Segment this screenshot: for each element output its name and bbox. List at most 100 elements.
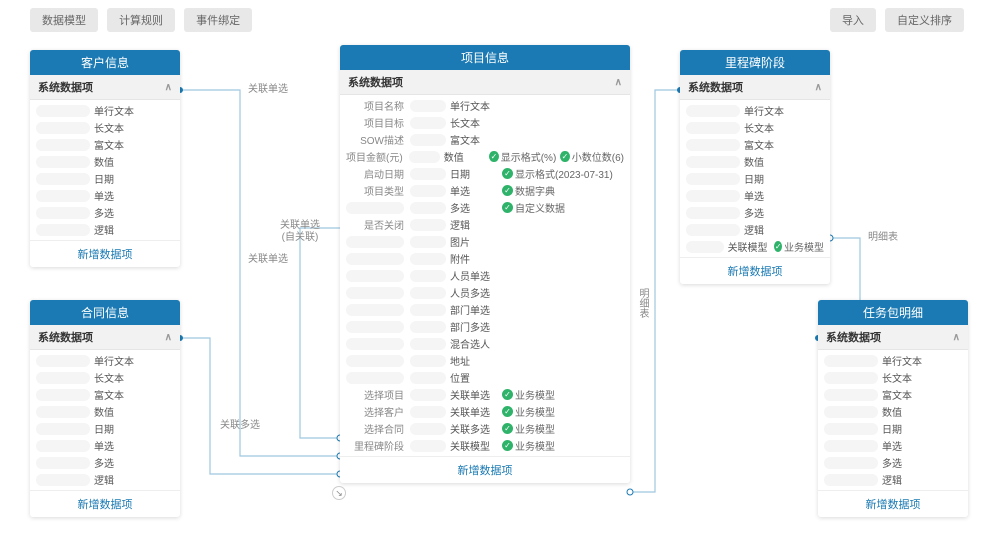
field-row[interactable]: 项目名称 单行文本	[340, 97, 630, 114]
tab-event-bind[interactable]: 事件绑定	[184, 8, 252, 32]
meta-label: 自定义数据	[515, 200, 565, 215]
add-field-link[interactable]: 新增数据项	[78, 499, 133, 511]
meta-label: 业务模型	[515, 387, 555, 402]
field-row[interactable]: 数值	[30, 403, 180, 420]
add-field-link[interactable]: 新增数据项	[866, 499, 921, 511]
field-row[interactable]: 长文本	[30, 119, 180, 136]
card-customer[interactable]: 客户信息 系统数据项∧ 单行文本长文本富文本数值日期单选多选逻辑 新增数据项	[30, 50, 180, 267]
section-header[interactable]: 系统数据项∧	[340, 70, 630, 95]
field-row[interactable]: 逻辑	[30, 221, 180, 238]
field-row[interactable]: 单选	[680, 187, 830, 204]
type-label: 日期	[450, 166, 498, 181]
field-row[interactable]: 选择项目关联单选✓业务模型	[340, 386, 630, 403]
type-label: 日期	[882, 421, 902, 436]
field-row[interactable]: 单选	[30, 437, 180, 454]
field-row[interactable]: 部门多选	[340, 318, 630, 335]
chevron-up-icon: ∧	[953, 332, 960, 343]
type-label: 富文本	[744, 137, 774, 152]
chevron-up-icon: ∧	[165, 82, 172, 93]
conn-label-rel-single: 关联单选	[248, 84, 288, 96]
field-row[interactable]: 日期	[680, 170, 830, 187]
field-row[interactable]: 地址	[340, 352, 630, 369]
field-row[interactable]: 数值	[680, 153, 830, 170]
custom-sort-button[interactable]: 自定义排序	[885, 8, 964, 32]
field-label: 里程碑阶段	[346, 438, 404, 453]
section-header[interactable]: 系统数据项∧	[680, 75, 830, 100]
field-row[interactable]: 日期	[818, 420, 968, 437]
field-row[interactable]: 日期	[30, 420, 180, 437]
expand-icon[interactable]: ↘	[332, 486, 346, 500]
field-row[interactable]: 启动日期日期✓显示格式(2023-07-31)	[340, 165, 630, 182]
field-row[interactable]: 图片	[340, 233, 630, 250]
card-project[interactable]: 项目信息 系统数据项∧ 项目名称单行文本项目目标长文本SOW描述富文本项目金额(…	[340, 45, 630, 483]
field-row[interactable]: 长文本	[818, 369, 968, 386]
field-row[interactable]: 单选	[818, 437, 968, 454]
add-field-link[interactable]: 新增数据项	[458, 465, 513, 477]
field-row[interactable]: 选择客户关联单选✓业务模型	[340, 403, 630, 420]
import-button[interactable]: 导入	[830, 8, 876, 32]
field-label: SOW描述	[346, 132, 404, 147]
field-row[interactable]: 项目类型单选✓数据字典	[340, 182, 630, 199]
field-row[interactable]: 项目目标长文本	[340, 114, 630, 131]
field-row[interactable]: 多选	[30, 454, 180, 471]
field-label: 项目名称	[346, 98, 404, 113]
field-row[interactable]: 里程碑阶段关联模型✓业务模型	[340, 437, 630, 454]
card-contract[interactable]: 合同信息 系统数据项∧ 单行文本长文本富文本数值日期单选多选逻辑 新增数据项	[30, 300, 180, 517]
tab-data-model[interactable]: 数据模型	[30, 8, 98, 32]
field-label: 选择合同	[346, 421, 404, 436]
field-row[interactable]: 富文本	[30, 136, 180, 153]
field-row[interactable]: 长文本	[30, 369, 180, 386]
check-icon: ✓	[489, 151, 499, 162]
field-row[interactable]: 单选	[30, 187, 180, 204]
meta-label: 业务模型	[515, 404, 555, 419]
field-row[interactable]: 项目金额(元)数值✓显示格式(%)✓小数位数(6)	[340, 148, 630, 165]
field-row[interactable]: 人员单选	[340, 267, 630, 284]
card-task[interactable]: 任务包明细 系统数据项∧ 单行文本长文本富文本数值日期单选多选逻辑 新增数据项	[818, 300, 968, 517]
section-header[interactable]: 系统数据项∧	[30, 325, 180, 350]
add-field-link[interactable]: 新增数据项	[78, 249, 133, 261]
field-row[interactable]: 附件	[340, 250, 630, 267]
check-icon: ✓	[502, 423, 513, 434]
field-row[interactable]: 多选	[680, 204, 830, 221]
tab-calc-rules[interactable]: 计算规则	[107, 8, 175, 32]
field-row[interactable]: 混合选人	[340, 335, 630, 352]
field-row[interactable]: 单行文本	[30, 352, 180, 369]
field-row[interactable]: 是否关闭逻辑	[340, 216, 630, 233]
card-milestone[interactable]: 里程碑阶段 系统数据项∧ 单行文本长文本富文本数值日期单选多选逻辑关联模型 ✓业…	[680, 50, 830, 284]
type-label: 日期	[94, 421, 114, 436]
field-row[interactable]: 多选✓自定义数据	[340, 199, 630, 216]
type-label: 关联单选	[450, 404, 498, 419]
field-row[interactable]: SOW描述富文本	[340, 131, 630, 148]
field-row[interactable]: 单行文本	[680, 102, 830, 119]
section-header[interactable]: 系统数据项∧	[818, 325, 968, 350]
field-row[interactable]: 多选	[818, 454, 968, 471]
type-label: 单行文本	[744, 103, 784, 118]
field-row[interactable]: 数值	[30, 153, 180, 170]
type-label: 单选	[450, 183, 498, 198]
field-row[interactable]: 数值	[818, 403, 968, 420]
add-field-link[interactable]: 新增数据项	[728, 266, 783, 278]
field-row[interactable]: 多选	[30, 204, 180, 221]
field-row[interactable]: 长文本	[680, 119, 830, 136]
field-row[interactable]: 逻辑	[30, 471, 180, 488]
field-row[interactable]: 单行文本	[818, 352, 968, 369]
field-label: 项目目标	[346, 115, 404, 130]
section-header[interactable]: 系统数据项∧	[30, 75, 180, 100]
field-row[interactable]: 人员多选	[340, 284, 630, 301]
field-row[interactable]: 逻辑	[818, 471, 968, 488]
type-label: 富文本	[94, 137, 124, 152]
type-label: 关联模型	[450, 438, 498, 453]
field-row[interactable]: 逻辑	[680, 221, 830, 238]
field-row[interactable]: 单行文本	[30, 102, 180, 119]
field-row[interactable]: 关联模型 ✓业务模型	[680, 238, 830, 255]
check-icon: ✓	[774, 241, 782, 252]
field-row[interactable]: 部门单选	[340, 301, 630, 318]
field-row[interactable]: 富文本	[818, 386, 968, 403]
field-row[interactable]: 富文本	[680, 136, 830, 153]
card-title: 客户信息	[30, 50, 180, 75]
field-row[interactable]: 位置	[340, 369, 630, 386]
field-row[interactable]: 日期	[30, 170, 180, 187]
field-row[interactable]: 选择合同关联多选✓业务模型	[340, 420, 630, 437]
field-row[interactable]: 富文本	[30, 386, 180, 403]
type-label: 单行文本	[450, 98, 498, 113]
